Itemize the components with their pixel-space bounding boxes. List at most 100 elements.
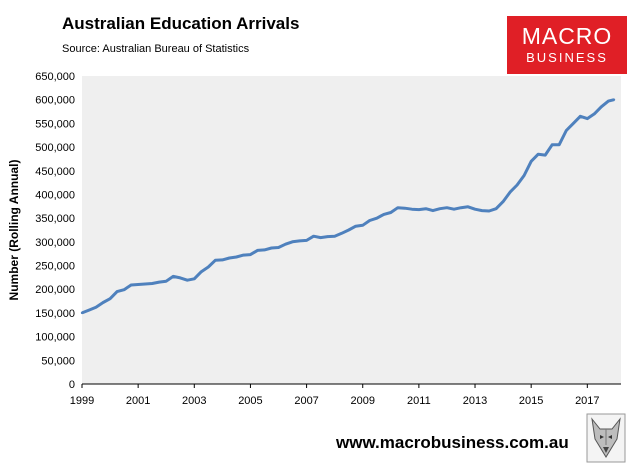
y-tick-label: 650,000 [35, 71, 75, 83]
data-point [544, 153, 547, 157]
macrobusiness-logo[interactable]: MACRO BUSINESS [507, 16, 627, 74]
y-tick-label: 150,000 [35, 308, 75, 320]
data-point [214, 259, 217, 262]
data-point [487, 209, 491, 213]
data-point [530, 160, 533, 163]
data-point [256, 249, 259, 252]
data-point [129, 283, 133, 287]
x-tick-label: 2001 [126, 395, 150, 407]
data-point [579, 115, 582, 118]
data-point [284, 243, 287, 246]
data-point [179, 276, 182, 280]
data-point [424, 207, 428, 210]
data-point [136, 283, 140, 286]
data-point [200, 270, 203, 273]
data-point [431, 209, 435, 212]
y-tick-label: 100,000 [35, 332, 75, 344]
logo-line-1: MACRO [521, 23, 613, 49]
data-point [333, 235, 336, 238]
data-point [375, 217, 378, 220]
data-point [438, 207, 442, 210]
x-tick-label: 2015 [519, 395, 543, 407]
data-point [87, 308, 91, 312]
data-point [558, 143, 561, 146]
data-point [382, 213, 385, 216]
data-point [340, 232, 343, 235]
data-point [186, 279, 189, 282]
data-point [298, 239, 301, 243]
data-point [151, 282, 154, 285]
footer-url[interactable]: www.macrobusiness.com.au [336, 433, 569, 452]
data-point [537, 153, 540, 156]
data-point [403, 207, 406, 210]
data-point [480, 209, 484, 212]
data-point [305, 239, 308, 242]
data-point [122, 288, 126, 291]
data-point [263, 248, 266, 252]
data-point [228, 256, 231, 260]
data-point [389, 211, 392, 214]
y-tick-label: 0 [69, 379, 75, 391]
y-tick-label: 500,000 [35, 142, 75, 154]
data-point [277, 246, 280, 249]
y-axis-label: Number (Rolling Annual) [7, 160, 21, 301]
data-point [347, 228, 350, 232]
data-point [158, 280, 161, 284]
series-layer [80, 98, 616, 315]
data-point [235, 255, 238, 259]
data-point [417, 208, 421, 211]
x-tick-label: 2009 [350, 395, 374, 407]
data-point [586, 117, 589, 120]
data-point [572, 122, 575, 125]
x-tick-label: 2005 [238, 395, 262, 407]
data-point [607, 99, 610, 103]
data-point [452, 208, 456, 211]
y-tick-label: 200,000 [35, 284, 75, 296]
data-point [508, 190, 512, 194]
data-point [501, 200, 505, 203]
data-point [270, 246, 273, 250]
logo-line-2: BUSINESS [526, 50, 608, 65]
y-tick-label: 300,000 [35, 237, 75, 249]
data-point [410, 208, 414, 211]
data-point [361, 224, 364, 227]
x-tick-label: 2013 [463, 395, 487, 407]
data-point [459, 206, 463, 209]
data-point [354, 225, 357, 228]
data-point [144, 282, 147, 286]
x-tick-label: 2007 [294, 395, 318, 407]
data-point [368, 219, 371, 222]
data-point [612, 98, 616, 101]
data-point [242, 253, 245, 257]
y-tick-label: 250,000 [35, 261, 75, 273]
data-point [312, 235, 315, 238]
x-axis: 1999 2001 2003 2005 2007 2009 2011 2013 2015 2017 [70, 384, 600, 407]
data-point [80, 311, 84, 315]
data-point [551, 143, 554, 146]
x-tick-label: 2011 [407, 395, 431, 407]
data-point [494, 207, 498, 210]
y-tick-label: 600,000 [35, 95, 75, 107]
data-point [565, 129, 568, 132]
y-tick-label: 450,000 [35, 166, 75, 178]
x-tick-label: 2003 [182, 395, 206, 407]
y-tick-label: 350,000 [35, 213, 75, 225]
data-point [515, 183, 519, 187]
data-point [94, 306, 98, 309]
x-tick-label: 1999 [70, 395, 94, 407]
data-point [193, 277, 196, 280]
wolf-mascot-icon [586, 413, 626, 463]
chart-title: Australian Education Arrivals [62, 14, 300, 33]
x-tick-label: 2017 [575, 395, 599, 407]
data-point [221, 258, 224, 262]
data-point [172, 275, 175, 278]
data-point [319, 236, 322, 239]
data-point [522, 174, 526, 177]
data-point [466, 205, 470, 208]
data-point [396, 206, 399, 209]
y-tick-label: 50,000 [41, 355, 75, 367]
data-point [165, 280, 168, 283]
data-point [101, 301, 105, 304]
data-point [326, 235, 329, 238]
